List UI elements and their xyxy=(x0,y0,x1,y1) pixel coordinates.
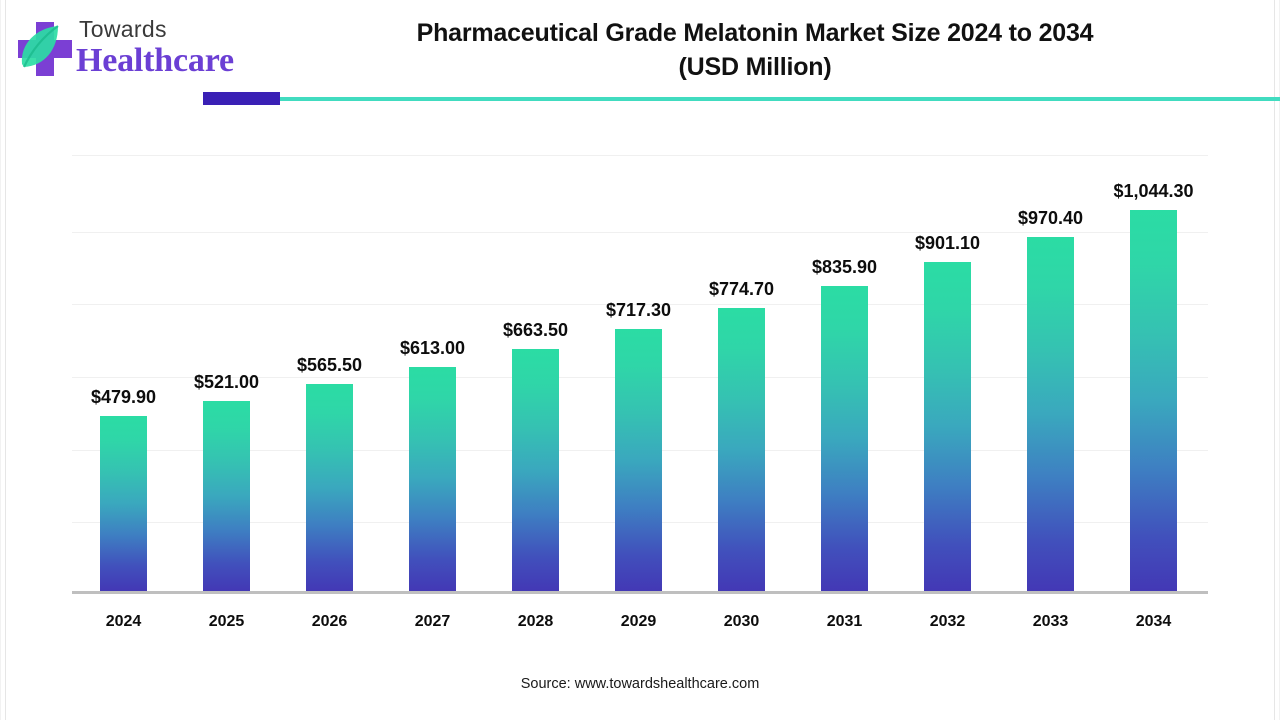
brand-name-line2: Healthcare xyxy=(76,42,234,79)
bar[interactable] xyxy=(615,329,662,591)
x-axis-tick-label: 2032 xyxy=(929,613,966,630)
gridline xyxy=(72,232,1208,233)
page-border-right xyxy=(1274,0,1275,720)
bar-value-label: $970.40 xyxy=(1017,207,1084,228)
bar-value-label: $901.10 xyxy=(914,232,981,253)
bar-value-label: $565.50 xyxy=(296,355,363,376)
bar[interactable] xyxy=(924,261,971,591)
chart-area: $479.90 2024 $521.00 2025 $565.50 2026 $613.00… xyxy=(0,100,1280,660)
x-axis-tick-label: 2029 xyxy=(620,613,657,630)
gridline xyxy=(72,155,1208,156)
x-axis-tick-label: 2027 xyxy=(414,613,451,630)
bar-series: $479.90 2024 $521.00 2025 $565.50 2026 $613.00… xyxy=(0,100,1280,660)
x-axis-tick-label: 2030 xyxy=(723,613,760,630)
header-divider-line xyxy=(203,97,1280,101)
bar-value-label: $717.30 xyxy=(605,300,672,321)
bar[interactable] xyxy=(100,415,147,591)
bar-value-label: $479.90 xyxy=(90,386,157,407)
x-axis-tick-label: 2031 xyxy=(826,613,863,630)
bar-group: $479.90 2024 xyxy=(72,171,175,630)
bar-value-label: $835.90 xyxy=(811,256,878,277)
brand-wordmark: Towards Healthcare xyxy=(76,16,266,88)
bar[interactable] xyxy=(821,285,868,591)
header: Towards Healthcare Pharmaceutical Grade … xyxy=(0,0,1280,105)
bar-group: $717.30 2029 xyxy=(587,171,690,630)
chart-title: Pharmaceutical Grade Melatonin Market Si… xyxy=(300,16,1210,84)
header-divider-accent xyxy=(203,92,280,105)
source-note: Source: www.towardshealthcare.com xyxy=(520,676,760,692)
bar[interactable] xyxy=(1130,209,1177,591)
bar[interactable] xyxy=(718,308,765,591)
bar[interactable] xyxy=(409,367,456,591)
x-axis-tick-label: 2026 xyxy=(311,613,348,630)
bar[interactable] xyxy=(203,400,250,591)
bar-value-label: $663.50 xyxy=(502,319,569,340)
bar-group: $663.50 2028 xyxy=(484,171,587,630)
bar-group: $835.90 2031 xyxy=(793,171,896,630)
gridline xyxy=(72,304,1208,305)
chart-title-line1: Pharmaceutical Grade Melatonin Market Si… xyxy=(416,19,1094,47)
bar-value-label: $521.00 xyxy=(193,371,260,392)
bar-group: $774.70 2030 xyxy=(690,171,793,630)
bar-group: $613.00 2027 xyxy=(381,171,484,630)
x-axis-tick-label: 2028 xyxy=(517,613,554,630)
bar-group: $521.00 2025 xyxy=(175,171,278,630)
x-axis-tick-label: 2024 xyxy=(105,613,142,630)
bar-value-label: $774.70 xyxy=(708,279,775,300)
bar-group: $565.50 2026 xyxy=(278,171,381,630)
bar[interactable] xyxy=(512,348,559,591)
bar-value-label: $613.00 xyxy=(399,338,466,359)
brand-name-line1: Towards xyxy=(79,16,167,42)
page-border-left-outer xyxy=(0,0,1,720)
brand-logo[interactable]: Towards Healthcare xyxy=(14,14,264,92)
bar[interactable] xyxy=(1027,236,1074,591)
bar-group: $1,044.30 2034 xyxy=(1102,171,1205,630)
bar[interactable] xyxy=(306,384,353,591)
bar-value-label: $1,044.30 xyxy=(1113,180,1194,201)
x-axis-tick-label: 2034 xyxy=(1135,613,1172,630)
x-axis-tick-label: 2025 xyxy=(208,613,245,630)
page-border-left xyxy=(5,0,6,720)
x-axis-line xyxy=(72,591,1208,594)
medical-cross-leaf-icon xyxy=(14,20,76,84)
chart-title-line2: (USD Million) xyxy=(678,53,832,81)
bar-group: $970.40 2033 xyxy=(999,171,1102,630)
x-axis-tick-label: 2033 xyxy=(1032,613,1069,630)
bar-group: $901.10 2032 xyxy=(896,171,999,630)
